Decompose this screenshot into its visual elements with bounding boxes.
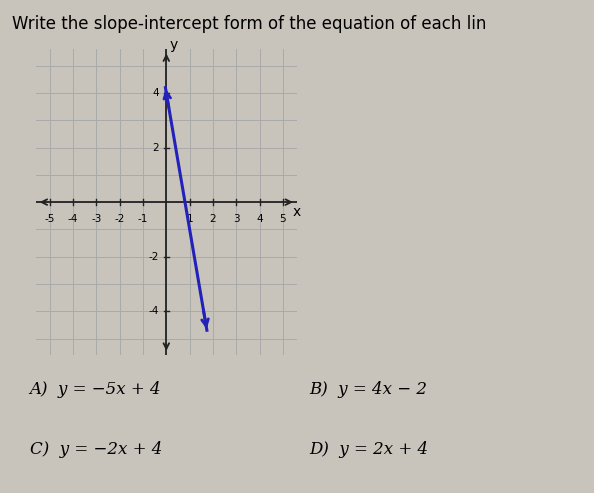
Text: -2: -2 [149,252,159,262]
Text: 3: 3 [233,214,239,224]
Text: y: y [169,38,178,52]
Text: -1: -1 [138,214,148,224]
Text: D)  y = 2x + 4: D) y = 2x + 4 [309,441,428,458]
Text: 2: 2 [153,142,159,152]
Text: B)  y = 4x − 2: B) y = 4x − 2 [309,382,427,398]
Text: 4: 4 [257,214,263,224]
Text: Write the slope-intercept form of the equation of each lin: Write the slope-intercept form of the eq… [12,15,486,33]
Text: 4: 4 [153,88,159,98]
Text: 5: 5 [280,214,286,224]
Text: -4: -4 [149,306,159,317]
Text: -4: -4 [68,214,78,224]
Text: x: x [293,205,301,219]
Text: 2: 2 [210,214,216,224]
Text: C)  y = −2x + 4: C) y = −2x + 4 [30,441,162,458]
Text: -5: -5 [45,214,55,224]
Text: -2: -2 [115,214,125,224]
Text: 1: 1 [187,214,193,224]
Text: -3: -3 [91,214,102,224]
Text: A)  y = −5x + 4: A) y = −5x + 4 [30,382,162,398]
